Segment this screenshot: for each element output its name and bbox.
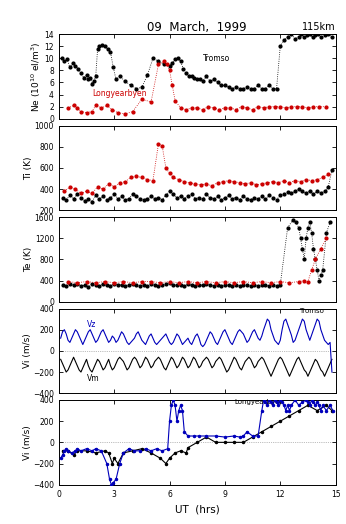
Text: Longyearbyen: Longyearbyen — [92, 89, 147, 98]
X-axis label: UT  (hrs): UT (hrs) — [175, 504, 220, 514]
Text: Tromso: Tromso — [203, 54, 230, 63]
Text: Vm: Vm — [86, 374, 99, 383]
Title: 09  March,  1999: 09 March, 1999 — [147, 21, 247, 34]
Y-axis label: Vi (m/s): Vi (m/s) — [22, 425, 31, 460]
Y-axis label: Vi (m/s): Vi (m/s) — [22, 333, 31, 368]
Text: Longyearbyen: Longyearbyen — [234, 399, 284, 405]
Text: 115km: 115km — [302, 22, 336, 32]
Text: Tromso: Tromso — [299, 308, 324, 314]
Y-axis label: Ne ($10^{10}$ el/m$^3$): Ne ($10^{10}$ el/m$^3$) — [29, 41, 43, 112]
Y-axis label: Te (K): Te (K) — [24, 247, 33, 272]
Text: Vz: Vz — [86, 320, 96, 329]
Y-axis label: Ti (K): Ti (K) — [24, 156, 33, 180]
